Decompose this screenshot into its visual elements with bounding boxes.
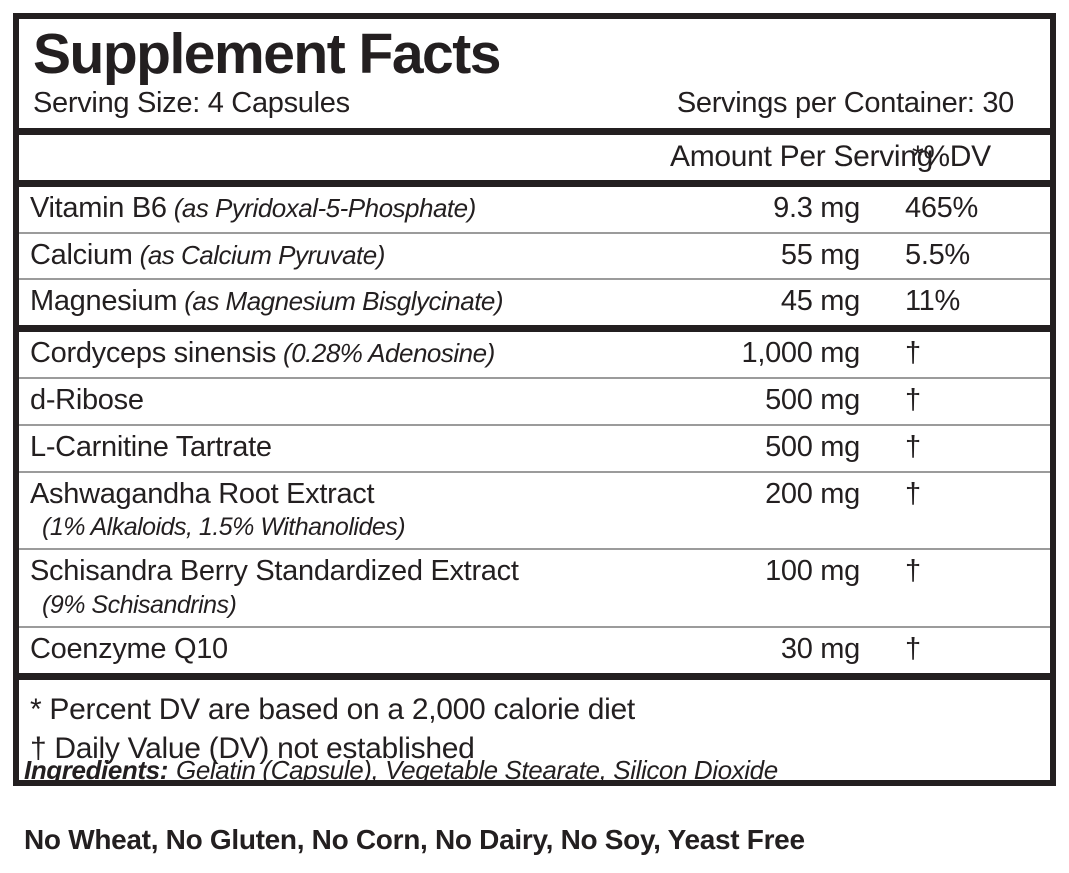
footnotes: * Percent DV are based on a 2,000 calori… — [19, 680, 1050, 780]
ingredient-standardization: (9% Schisandrins) — [42, 590, 237, 619]
amount-value: 500 mg — [765, 384, 860, 417]
ingredient-standardization: (1% Alkaloids, 1.5% Withanolides) — [42, 513, 406, 542]
serving-info-row: Serving Size: 4 Capsules Servings per Co… — [33, 85, 1014, 120]
servings-per-container: Servings per Container: 30 — [676, 86, 1014, 119]
thin-rule — [19, 377, 1050, 380]
thick-rule — [19, 127, 1050, 135]
table-row: Cordyceps sinensis (0.28% Adenosine) 1,00… — [19, 332, 1050, 377]
footnote-asterisk: * Percent DV are based on a 2,000 calori… — [30, 692, 635, 726]
table-row: Coenzyme Q10 30 mg † — [19, 628, 1050, 673]
ingredient-name-text: Coenzyme Q10 — [30, 632, 228, 665]
ingredient-detail: (as Magnesium Bisglycinate) — [184, 286, 504, 317]
column-header-dv: *%DV — [912, 140, 991, 174]
column-header-row: Amount Per Serving *%DV — [19, 135, 1050, 180]
thin-rule — [19, 470, 1050, 473]
footnote-dagger: † Daily Value (DV) not established — [30, 731, 475, 765]
ingredient-name-text: Schisandra Berry Standardized Extract — [30, 555, 519, 588]
table-row: L-Carnitine Tartrate 500 mg † — [19, 426, 1050, 471]
ingredient-detail: (as Pyridoxal-5-Phosphate) — [173, 192, 477, 223]
allergen-statement: No Wheat, No Gluten, No Corn, No Dairy, … — [24, 824, 805, 855]
thin-rule — [19, 423, 1050, 426]
table-row: Magnesium (as Magnesium Bisglycinate) 45 … — [19, 280, 1050, 325]
dv-value: † — [905, 477, 921, 510]
serving-size: Serving Size: 4 Capsules — [33, 86, 350, 119]
thin-rule — [19, 278, 1050, 281]
dv-value: 5.5% — [905, 238, 970, 271]
amount-value: 9.3 mg — [773, 191, 860, 224]
amount-value: 55 mg — [780, 238, 860, 271]
ingredient-name: Calcium (as Calcium Pyruvate) — [30, 238, 670, 273]
ingredient-detail: (as Calcium Pyruvate) — [139, 239, 386, 270]
ingredient-name-text: Vitamin B6 — [30, 191, 167, 224]
ingredient-name: Cordyceps sinensis (0.28% Adenosine) — [30, 336, 670, 371]
ingredient-name-text: Cordyceps sinensis — [30, 337, 277, 370]
ingredients-statement: Ingredients: Gelatin (Capsule), Vegetable… — [24, 755, 778, 786]
panel-header: Supplement Facts Serving Size: 4 Capsule… — [19, 19, 1050, 128]
table-row: Vitamin B6 (as Pyridoxal-5-Phosphate) 9.3… — [19, 187, 1050, 232]
ingredient-name: Magnesium (as Magnesium Bisglycinate) — [30, 284, 670, 319]
amount-value: 100 mg — [765, 555, 860, 588]
ingredient-name: Schisandra Berry Standardized Extract (9… — [30, 554, 670, 620]
ingredients-label: Ingredients: — [24, 755, 168, 785]
ingredient-detail: (0.28% Adenosine) — [283, 338, 495, 369]
dv-value: † — [905, 430, 921, 463]
thick-rule — [19, 179, 1050, 187]
dv-value: 11% — [905, 285, 960, 318]
table-row: Calcium (as Calcium Pyruvate) 55 mg 5.5% — [19, 234, 1050, 279]
ingredients-list: Gelatin (Capsule), Vegetable Stearate, S… — [176, 755, 778, 785]
ingredient-name: Vitamin B6 (as Pyridoxal-5-Phosphate) — [30, 191, 670, 226]
ingredient-name: Ashwagandha Root Extract (1% Alkaloids, … — [30, 477, 670, 543]
dv-value: † — [905, 337, 921, 370]
dv-value: † — [905, 555, 921, 588]
ingredient-name-text: Magnesium — [30, 285, 178, 318]
dv-value: † — [905, 384, 921, 417]
panel-title: Supplement Facts — [33, 22, 501, 86]
thick-rule — [19, 672, 1050, 680]
column-header-amount: Amount Per Serving — [670, 140, 934, 174]
dv-value: 465% — [905, 191, 978, 224]
amount-value: 500 mg — [765, 430, 860, 463]
ingredient-name-text: d-Ribose — [30, 384, 144, 417]
ingredient-name: d-Ribose — [30, 383, 670, 418]
table-row: Ashwagandha Root Extract (1% Alkaloids, … — [19, 473, 1050, 549]
table-row: d-Ribose 500 mg † — [19, 379, 1050, 424]
amount-value: 200 mg — [765, 477, 860, 510]
amount-value: 30 mg — [780, 632, 860, 665]
thin-rule — [19, 548, 1050, 551]
thin-rule — [19, 625, 1050, 628]
thick-rule — [19, 325, 1050, 333]
supplement-facts-panel: Supplement Facts Serving Size: 4 Capsule… — [13, 13, 1056, 786]
thin-rule — [19, 231, 1050, 234]
ingredient-name-text: L-Carnitine Tartrate — [30, 430, 272, 463]
ingredient-name-text: Calcium — [30, 238, 133, 271]
ingredient-name: Coenzyme Q10 — [30, 632, 670, 667]
ingredient-name: L-Carnitine Tartrate — [30, 430, 670, 465]
amount-value: 1,000 mg — [741, 337, 860, 370]
table-row: Schisandra Berry Standardized Extract (9… — [19, 550, 1050, 626]
ingredient-name-text: Ashwagandha Root Extract — [30, 477, 375, 510]
amount-value: 45 mg — [780, 285, 860, 318]
dv-value: † — [905, 632, 921, 665]
